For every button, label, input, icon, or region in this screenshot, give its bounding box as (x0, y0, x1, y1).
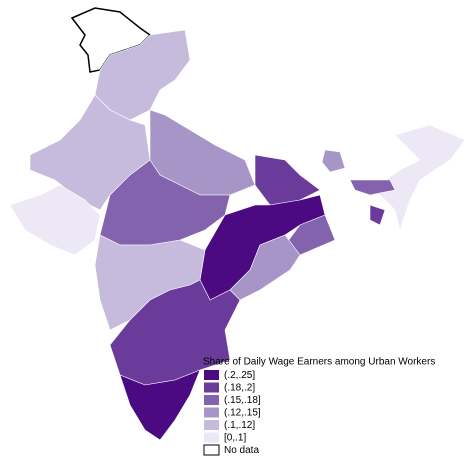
region (369, 204, 386, 226)
region (9, 184, 101, 256)
legend-label: (.15,.18] (224, 395, 261, 406)
region (349, 179, 396, 196)
legend-title: Share of Daily Wage Earners among Urban … (203, 357, 435, 368)
legend-swatch (204, 407, 219, 418)
region (119, 369, 201, 441)
legend-label: No data (224, 445, 259, 456)
region (321, 149, 346, 173)
legend-label: (.12,.15] (224, 408, 261, 419)
legend-swatch (204, 370, 219, 380)
regions (9, 7, 466, 441)
legend-label: [0,.1] (224, 433, 246, 444)
legend-swatch (204, 395, 219, 405)
legend-swatch (204, 420, 219, 430)
region (254, 154, 321, 206)
legend-label: (.2,.25] (224, 370, 255, 381)
legend-swatch (204, 382, 219, 393)
legend-swatch (203, 444, 220, 456)
legend-label: (.18,.2] (224, 383, 255, 394)
legend: (.2,.25] (.18,.2](.15,.18] (.12,.15](.1,.1… (203, 370, 261, 456)
region (369, 124, 466, 232)
legend-swatch (204, 432, 219, 443)
legend-label: (.1,.12] (224, 420, 255, 431)
